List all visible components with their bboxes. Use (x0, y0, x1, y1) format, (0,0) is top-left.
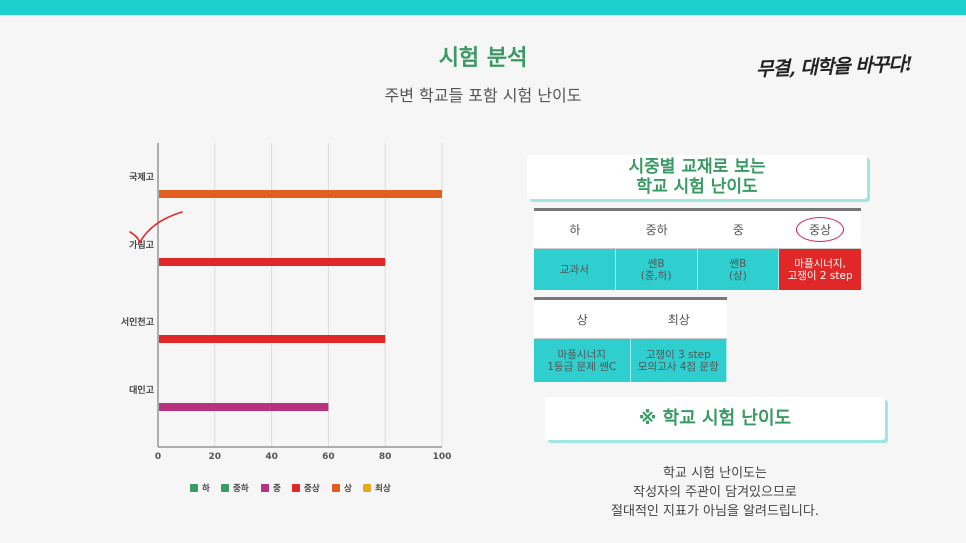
legend-label-5: 최상 (375, 483, 391, 494)
category-label-대인고: 대인고 (129, 384, 154, 396)
card-title-line2: 학교 시험 난이도 (636, 177, 758, 197)
legend-label-1: 중하 (233, 483, 249, 494)
table1-cell-1: 쎈B (중,하) (615, 249, 698, 290)
x-tick-label-20: 20 (209, 452, 222, 462)
card-title-line1: 시중별 교재로 보는 (628, 157, 766, 177)
table1-cell-0: 교과서 (534, 249, 616, 290)
table1-cell-2: 쎈B (상) (697, 249, 780, 290)
reference-mark-icon: ※ (638, 408, 657, 429)
notice-card-label: 학교 시험 난이도 (662, 408, 792, 429)
page-title: 시험 분석 (438, 46, 528, 71)
check-mark-icon (129, 211, 183, 244)
legend-label-0: 하 (202, 483, 210, 494)
legend-swatch-4 (332, 484, 340, 492)
category-label-가림고: 가림고 (129, 239, 154, 251)
disclaimer-note: 학교 시험 난이도는 작성자의 주관이 담겨있으므로 절대적인 지표가 아님을 … (570, 464, 860, 521)
table2-cell-0: 마플시너지 1등급 문제 쎈C (534, 339, 631, 382)
disclaimer-line-3: 절대적인 지표가 아님을 알려드립니다. (611, 504, 819, 519)
legend-swatch-2 (261, 484, 269, 492)
page-subtitle: 주변 학교들 포함 시험 난이도 (384, 86, 582, 105)
bar-가림고 (159, 258, 386, 266)
difficulty-table-2: 상 최상 마플시너지 1등급 문제 쎈C 고쟁이 3 step 모의고사 4점 … (534, 297, 727, 382)
brand-logo: 무결, 대학을 바꾸다! (755, 53, 913, 81)
legend-label-4: 상 (344, 483, 352, 494)
x-tick-label-40: 40 (265, 452, 278, 462)
table1-header-1: 중하 (615, 211, 698, 249)
table1-header-2: 중 (697, 211, 780, 249)
legend-swatch-3 (292, 484, 300, 492)
legend-label-3: 중상 (304, 483, 320, 494)
table1-cell-3: 마플시너지, 고쟁이 2 step (779, 249, 861, 290)
difficulty-notice-card: ※ 학교 시험 난이도 (545, 397, 885, 440)
legend-swatch-1 (221, 484, 229, 492)
bar-대인고 (159, 403, 329, 411)
bar-국제고 (159, 190, 442, 198)
table2-header-0: 상 (534, 300, 631, 339)
top-accent-bar (0, 0, 966, 15)
legend-swatch-0 (190, 484, 198, 492)
x-tick-label-0: 0 (155, 452, 161, 462)
table2-cell-1: 고쟁이 3 step 모의고사 4점 문항 (630, 339, 727, 382)
table2-header-1: 최상 (630, 300, 727, 339)
highlight-circle (796, 216, 845, 242)
x-tick-label-80: 80 (379, 452, 392, 462)
disclaimer-line-2: 작성자의 주관이 담겨있으므로 (633, 485, 797, 500)
disclaimer-line-1: 학교 시험 난이도는 (663, 466, 767, 481)
table1-header-3: 중상 (779, 211, 861, 249)
category-label-국제고: 국제고 (129, 171, 154, 183)
legend-label-2: 중 (273, 484, 281, 494)
difficulty-table-1: 하 중하 중 중상 교과서 쎈B (중,하) 쎈B (상) 마플시너지, 고쟁이… (534, 208, 861, 290)
x-tick-label-100: 100 (433, 452, 452, 462)
category-label-서인천고: 서인천고 (121, 316, 154, 328)
table1-header-0: 하 (534, 211, 616, 249)
textbook-difficulty-card: 시중별 교재로 보는 학교 시험 난이도 (527, 155, 867, 199)
legend-swatch-5 (363, 484, 371, 492)
bar-서인천고 (159, 335, 386, 343)
x-tick-label-60: 60 (322, 452, 335, 462)
